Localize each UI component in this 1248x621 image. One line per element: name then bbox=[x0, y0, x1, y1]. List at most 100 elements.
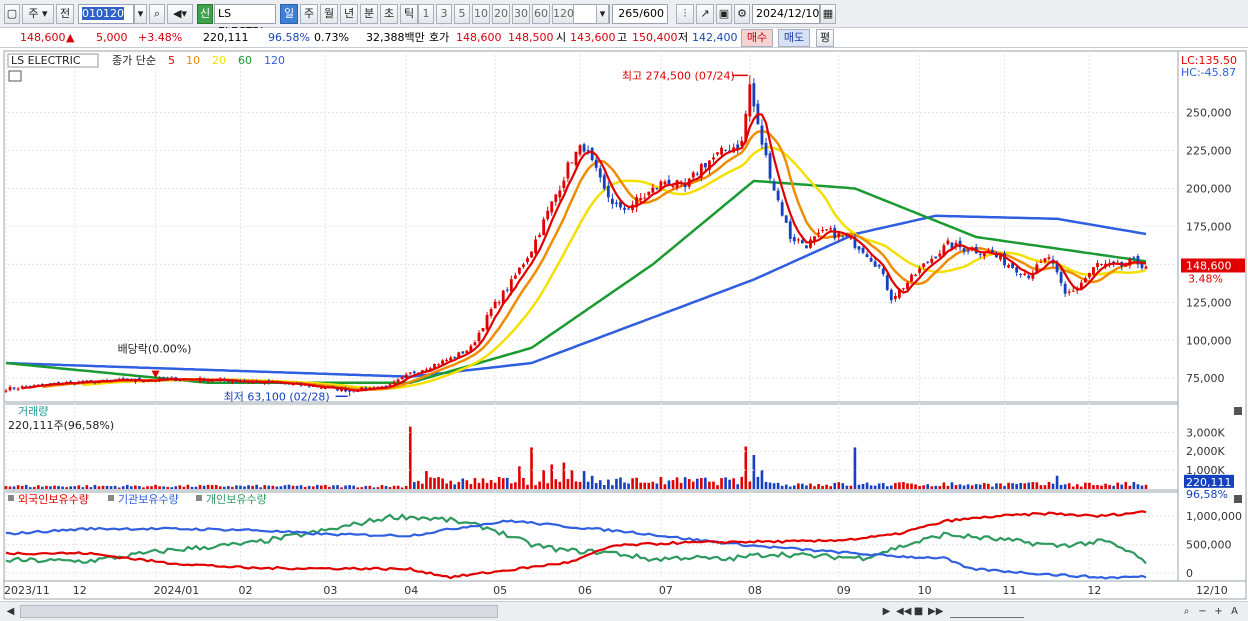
price: 148,600 bbox=[20, 31, 66, 44]
interval-button-60[interactable]: 60 bbox=[532, 4, 550, 24]
volume-bar bbox=[336, 485, 339, 489]
candle-body bbox=[897, 288, 901, 298]
candle-body bbox=[513, 275, 517, 279]
draw-tool-icon[interactable]: ↗ bbox=[696, 4, 714, 24]
volume-bar bbox=[849, 485, 853, 489]
holdings-panel-frame bbox=[3, 491, 1179, 582]
x-tick-label: 12 bbox=[1087, 584, 1101, 597]
buy-button[interactable]: 매수 bbox=[741, 29, 773, 47]
volume-bar bbox=[558, 481, 562, 489]
zoom-out-icon[interactable]: − bbox=[1198, 606, 1207, 617]
font-size-icon[interactable]: A bbox=[1231, 606, 1238, 617]
date-field[interactable]: 2024/12/10 bbox=[752, 4, 820, 24]
settings-gear-icon[interactable]: ⚙ bbox=[734, 4, 750, 24]
candle-body bbox=[720, 147, 723, 155]
zoom-in-icon[interactable]: + bbox=[1214, 606, 1223, 617]
period-tab-4[interactable]: 분 bbox=[360, 4, 378, 24]
fast-forward-icon[interactable]: ▶▶ bbox=[928, 606, 944, 617]
candle-body bbox=[1007, 265, 1010, 268]
interval-button-3[interactable]: 3 bbox=[436, 4, 452, 24]
volume-bar bbox=[222, 486, 226, 489]
count-field[interactable]: 265/600 bbox=[612, 4, 668, 24]
stop-icon[interactable]: ■ bbox=[913, 606, 924, 617]
high-label: 고 bbox=[617, 31, 628, 44]
candle-body bbox=[226, 380, 230, 382]
volume-bar bbox=[392, 485, 396, 489]
save-icon[interactable]: ▣ bbox=[716, 4, 732, 24]
scroll-right-icon[interactable]: ▶ bbox=[882, 606, 891, 617]
candle-body bbox=[817, 232, 820, 234]
code-input[interactable]: 010120 bbox=[78, 4, 134, 24]
stock-chart[interactable]: 250,000225,000200,000175,000150,000125,0… bbox=[0, 49, 1248, 601]
period-tab-0[interactable]: 일 bbox=[280, 4, 298, 24]
volume-bar bbox=[8, 486, 12, 489]
interval-button-20[interactable]: 20 bbox=[492, 4, 510, 24]
candle-body bbox=[323, 388, 327, 390]
volume-bar bbox=[647, 482, 651, 489]
candle-body bbox=[796, 239, 800, 241]
market-select[interactable]: 주 ▾ bbox=[22, 4, 54, 24]
chart-type-icon[interactable]: ⫶ bbox=[676, 4, 694, 24]
eval-button[interactable]: 평 bbox=[816, 29, 834, 47]
candle-body bbox=[89, 380, 93, 382]
candle-body bbox=[1059, 272, 1063, 284]
volume-bar bbox=[1144, 484, 1148, 489]
period-tab-6[interactable]: 틱 bbox=[400, 4, 418, 24]
volume-bar bbox=[1104, 483, 1107, 489]
candle-body bbox=[938, 253, 942, 257]
volume-bar bbox=[611, 485, 614, 489]
volume-bar bbox=[712, 481, 715, 489]
volume-bar bbox=[526, 484, 529, 489]
volume-bar bbox=[16, 485, 20, 489]
period-tab-1[interactable]: 주 bbox=[300, 4, 318, 24]
interval-button-120[interactable]: 120 bbox=[552, 4, 574, 24]
candle-body bbox=[885, 275, 889, 290]
zoom-icon[interactable]: ⌕ bbox=[1183, 606, 1190, 617]
candle-body bbox=[1035, 264, 1039, 273]
volume-bar bbox=[433, 478, 436, 489]
search-icon[interactable]: ⌕ bbox=[149, 4, 165, 24]
volume-bar bbox=[449, 480, 452, 489]
interval-button-1[interactable]: 1 bbox=[418, 4, 434, 24]
candle-body bbox=[966, 250, 970, 252]
volume-bar bbox=[1075, 484, 1079, 489]
interval-dropdown-icon[interactable]: ▾ bbox=[596, 4, 609, 24]
volume-bar bbox=[202, 485, 206, 489]
candle-body bbox=[396, 379, 400, 382]
volume-bar bbox=[380, 485, 384, 489]
volume-bar bbox=[845, 485, 849, 489]
candle-body bbox=[942, 245, 946, 256]
volume-bar bbox=[659, 477, 663, 489]
candle-body bbox=[1067, 291, 1071, 293]
volume-bar bbox=[752, 455, 756, 489]
interval-button-30[interactable]: 30 bbox=[512, 4, 530, 24]
ma-legend-10: 10 bbox=[186, 54, 200, 67]
volume-bar bbox=[263, 485, 267, 489]
period-tab-2[interactable]: 월 bbox=[320, 4, 338, 24]
interval-button-5[interactable]: 5 bbox=[454, 4, 470, 24]
sell-button[interactable]: 매도 bbox=[778, 29, 810, 47]
window-menu-icon[interactable]: ▢ bbox=[4, 4, 20, 24]
code-dropdown-icon[interactable]: ▾ bbox=[134, 4, 147, 24]
candle-body bbox=[627, 208, 630, 210]
zoom-slider[interactable] bbox=[950, 605, 1024, 618]
calendar-icon[interactable]: ▦ bbox=[820, 4, 836, 24]
volume-bar bbox=[704, 477, 707, 489]
candle-body bbox=[311, 385, 315, 387]
candle-body bbox=[562, 180, 566, 189]
interval-button-10[interactable]: 10 bbox=[472, 4, 490, 24]
volume-bar bbox=[429, 477, 432, 489]
scrollbar-track[interactable] bbox=[20, 605, 498, 618]
rewind-icon[interactable]: ◀◀ bbox=[896, 606, 912, 617]
candle-body bbox=[922, 263, 926, 267]
candle-body bbox=[538, 235, 542, 237]
candle-body bbox=[586, 150, 590, 152]
ma5-line bbox=[21, 112, 1147, 392]
prev-button[interactable]: 전 bbox=[56, 4, 74, 24]
scroll-left-icon[interactable]: ◀ bbox=[6, 606, 15, 617]
volume-bar bbox=[514, 482, 517, 489]
period-tab-3[interactable]: 년 bbox=[340, 4, 358, 24]
period-tab-5[interactable]: 초 bbox=[380, 4, 398, 24]
speaker-icon[interactable]: ◀▾ bbox=[167, 4, 193, 24]
volume-bar bbox=[311, 486, 315, 489]
